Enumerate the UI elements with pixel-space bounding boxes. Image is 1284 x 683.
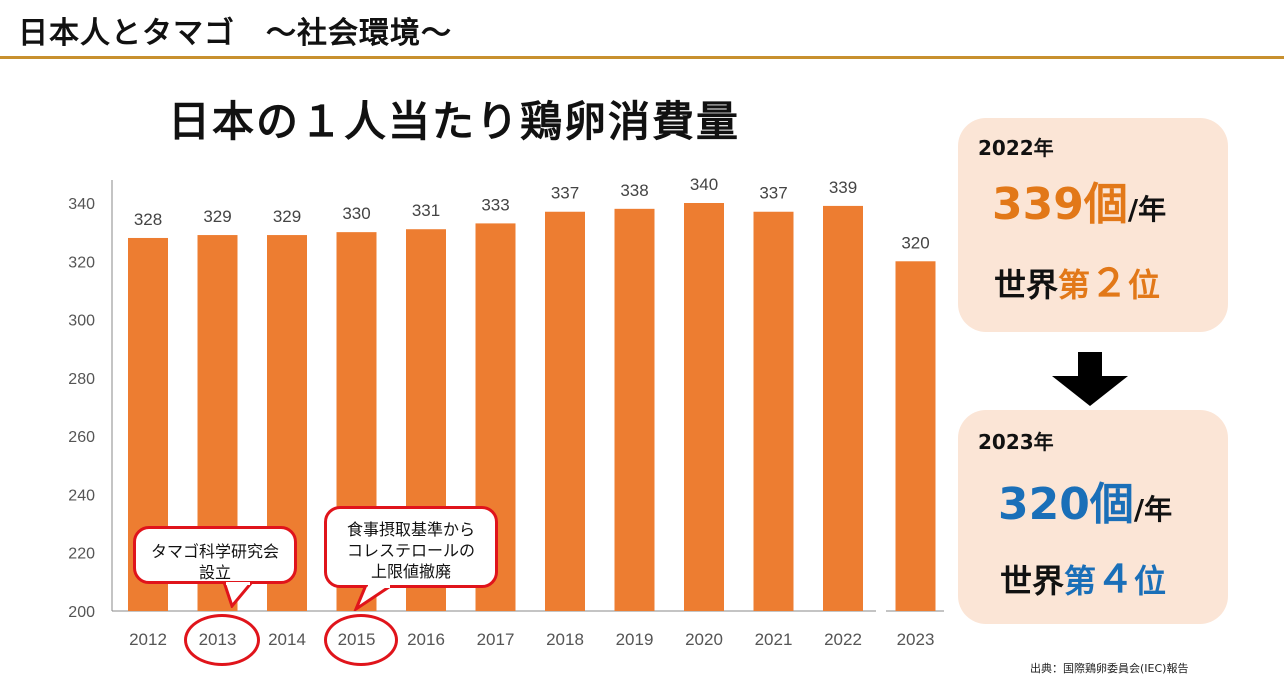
x-tick-label-2016: 2016 <box>407 630 445 649</box>
y-tick-label-200: 200 <box>68 604 95 621</box>
callout-2015-tail <box>353 585 395 611</box>
y-tick-label-260: 260 <box>68 429 95 446</box>
callout-2013: タマゴ科学研究会 設立 <box>133 526 297 584</box>
rank-mid-2022: 第 <box>1058 266 1091 304</box>
x-tick-label-2022: 2022 <box>824 630 862 649</box>
x-tick-label-2019: 2019 <box>616 630 654 649</box>
count-value-2023: 320個 <box>998 479 1134 530</box>
page-title: 日本人とタマゴ ～社会環境～ <box>18 16 452 51</box>
data-label-2014: 329 <box>273 207 301 226</box>
down-arrow-icon <box>1052 352 1128 406</box>
data-label-2015: 330 <box>342 204 370 223</box>
rank-num-2022: ２ <box>1090 261 1129 305</box>
bar-2018 <box>545 211 585 611</box>
callout-2013-tail <box>222 582 254 608</box>
y-tick-label-340: 340 <box>68 196 95 213</box>
highlight-circle-2015 <box>324 614 398 666</box>
y-tick-label-240: 240 <box>68 487 95 504</box>
info-count-2023: 320個/年 <box>998 468 1172 532</box>
bar-2022 <box>823 205 863 611</box>
x-tick-label-2017: 2017 <box>477 630 515 649</box>
rank-num-2023: ４ <box>1096 557 1135 601</box>
info-box-2022: 2022年 339個/年 世界第２位 <box>958 118 1228 332</box>
data-label-2019: 338 <box>620 181 648 200</box>
page-header: 日本人とタマゴ ～社会環境～ <box>0 0 1284 59</box>
data-label-2013: 329 <box>203 207 231 226</box>
info-year-2022: 2022年 <box>978 136 1054 160</box>
data-label-2022: 339 <box>829 178 857 197</box>
x-tick-label-2012: 2012 <box>129 630 167 649</box>
data-label-2023: 320 <box>901 233 929 252</box>
callout-2015-line2: コレステロールの <box>346 541 475 560</box>
y-tick-label-280: 280 <box>68 371 95 388</box>
info-box-2023: 2023年 320個/年 世界第４位 <box>958 410 1228 624</box>
data-label-2020: 340 <box>690 175 718 194</box>
x-tick-label-2023: 2023 <box>897 630 935 649</box>
callout-2013-line1: タマゴ科学研究会 <box>150 542 279 561</box>
bar-2020 <box>684 203 724 611</box>
y-tick-label-300: 300 <box>68 313 95 330</box>
data-label-2018: 337 <box>551 184 579 203</box>
data-label-2016: 331 <box>412 201 440 220</box>
x-tick-label-2018: 2018 <box>546 630 584 649</box>
rank-mid-2023: 第 <box>1064 562 1097 600</box>
x-tick-label-2021: 2021 <box>755 630 793 649</box>
count-value-2022: 339個 <box>992 179 1128 230</box>
rank-prefix-2022: 世界 <box>994 266 1059 304</box>
info-rank-2022: 世界第２位 <box>994 252 1160 307</box>
x-tick-label-2020: 2020 <box>685 630 723 649</box>
callout-2015-line1: 食事摂取基準から <box>346 520 475 539</box>
data-label-2017: 333 <box>481 195 509 214</box>
callout-2015: 食事摂取基準から コレステロールの 上限値撤廃 <box>324 506 498 588</box>
data-label-2012: 328 <box>134 210 162 229</box>
info-count-2022: 339個/年 <box>992 168 1166 232</box>
rank-prefix-2023: 世界 <box>1000 562 1065 600</box>
rank-suffix-2022: 位 <box>1128 266 1161 304</box>
data-label-2021: 337 <box>759 184 787 203</box>
bar-2023 <box>895 261 936 611</box>
count-unit-2023: /年 <box>1133 493 1173 526</box>
info-rank-2023: 世界第４位 <box>1000 548 1166 603</box>
bar-2021 <box>753 211 794 611</box>
x-tick-label-2014: 2014 <box>268 630 306 649</box>
callout-2015-line3: 上限値撤廃 <box>370 562 451 581</box>
count-unit-2022: /年 <box>1127 193 1167 226</box>
highlight-circle-2013 <box>184 614 260 666</box>
y-tick-label-220: 220 <box>68 546 95 563</box>
y-tick-label-320: 320 <box>68 254 95 271</box>
source-note: 出典：国際鶏卵委員会(IEC)報告 <box>1030 662 1189 675</box>
rank-suffix-2023: 位 <box>1134 562 1167 600</box>
info-year-2023: 2023年 <box>978 430 1054 454</box>
chart-title: 日本の１人当たり鶏卵消費量 <box>168 97 741 146</box>
callout-2013-line2: 設立 <box>198 563 231 582</box>
bar-2019 <box>614 208 655 612</box>
